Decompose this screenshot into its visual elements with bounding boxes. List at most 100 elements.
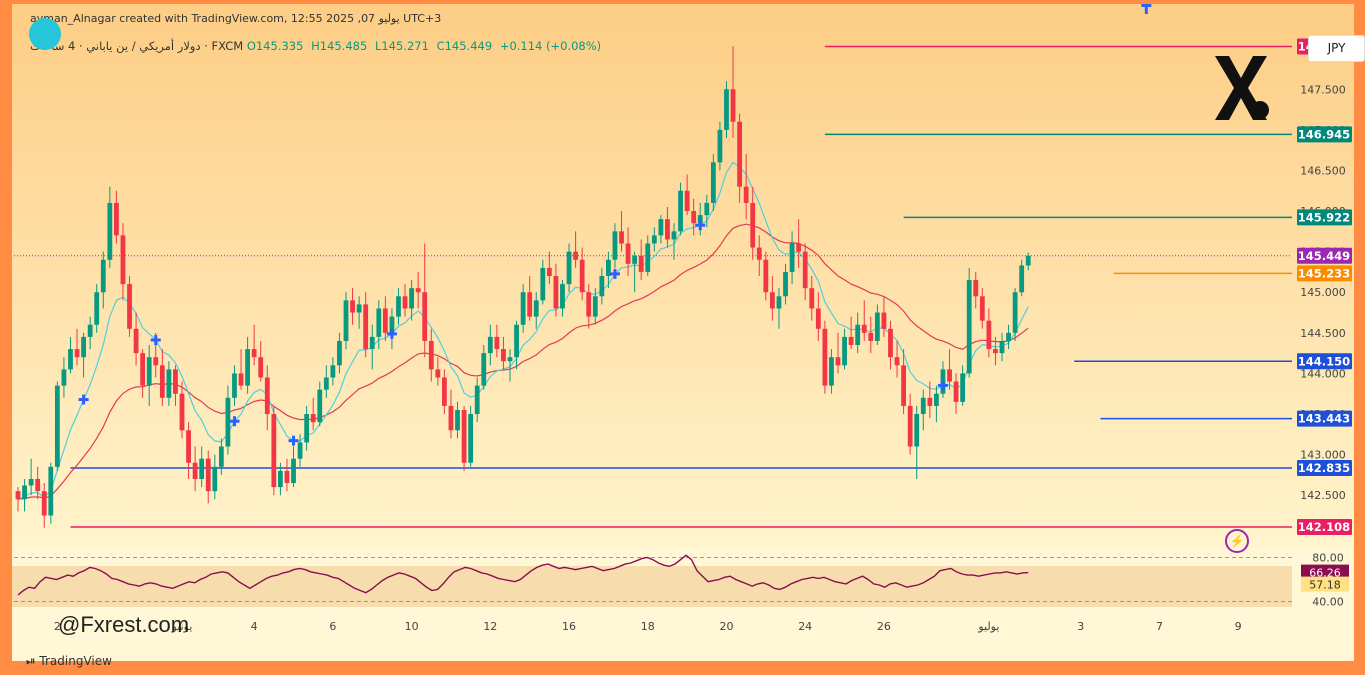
candle xyxy=(704,194,710,228)
price-level-label: 142.108 xyxy=(1298,520,1350,534)
candle-body xyxy=(842,336,847,366)
candle-body xyxy=(743,186,749,203)
candle-body xyxy=(330,365,336,378)
candle-body xyxy=(127,284,132,329)
candle-body xyxy=(238,373,244,386)
candle-body xyxy=(376,308,382,337)
candle xyxy=(140,349,146,398)
candle xyxy=(396,288,401,325)
x-tick-label: 10 xyxy=(405,620,419,633)
candle xyxy=(579,247,585,301)
candle-body xyxy=(540,267,546,301)
candle xyxy=(1025,252,1031,271)
last-price-label: 145.449 xyxy=(1298,249,1350,263)
symbol-label[interactable]: دولار أمريكي / ين ياباني · 4 ساعات · FXC… xyxy=(30,39,244,53)
candle-body xyxy=(199,458,205,479)
candle xyxy=(1019,259,1025,297)
candle-body xyxy=(474,385,480,415)
candle xyxy=(28,458,34,496)
candle-body xyxy=(934,393,939,406)
x-tick-label: 12 xyxy=(483,620,497,633)
candle-body xyxy=(455,409,460,431)
candle xyxy=(815,292,821,341)
price-level-label: 142.835 xyxy=(1298,461,1350,475)
rsi-signal-badge xyxy=(1301,576,1349,592)
candle-body xyxy=(514,324,519,358)
candle-body xyxy=(573,251,578,260)
candle-body xyxy=(697,215,703,224)
candle-body xyxy=(815,308,821,329)
cross-marker-icon xyxy=(937,380,948,391)
candle-body xyxy=(212,466,218,492)
candle-body xyxy=(606,259,611,276)
candle xyxy=(173,365,178,406)
x-tick-label: 20 xyxy=(719,620,733,633)
candle xyxy=(61,357,67,398)
cross-marker-icon xyxy=(1141,4,1152,14)
candle xyxy=(422,243,428,358)
candle-body xyxy=(861,324,867,333)
candle xyxy=(527,276,533,321)
candle-body xyxy=(835,357,841,366)
candle-body xyxy=(501,349,506,362)
price-level-badge xyxy=(1297,265,1352,282)
candle-body xyxy=(520,292,526,325)
candle xyxy=(612,223,618,268)
candle xyxy=(638,239,644,281)
candle-body xyxy=(264,377,270,415)
candle xyxy=(599,267,605,305)
candle-body xyxy=(232,373,237,398)
candle-body xyxy=(100,259,106,293)
candle xyxy=(809,276,815,321)
candle-body xyxy=(225,397,231,447)
candle-body xyxy=(258,357,264,378)
candle xyxy=(914,405,920,479)
candle-body xyxy=(87,324,93,337)
candle xyxy=(684,174,690,216)
tradingview-brand: ⏯ TradingView xyxy=(26,654,112,669)
candle-body xyxy=(907,405,913,447)
candle xyxy=(363,292,369,358)
candle-body xyxy=(396,296,401,317)
candle-body xyxy=(1006,332,1011,341)
candle xyxy=(546,251,552,285)
ema-slow-line xyxy=(17,223,1029,500)
candle-body xyxy=(710,162,716,203)
candle xyxy=(520,284,526,333)
candle xyxy=(474,377,480,423)
cross-v xyxy=(1144,4,1148,14)
cross-marker-icon xyxy=(695,220,706,231)
candle xyxy=(737,113,742,203)
cross-v xyxy=(698,220,702,231)
candle-body xyxy=(435,369,441,378)
cross-marker-icon xyxy=(229,416,240,427)
currency-button[interactable]: JPY xyxy=(1308,35,1365,62)
price-level-badge xyxy=(1297,410,1352,427)
candle xyxy=(507,349,513,382)
candle-body xyxy=(750,202,756,248)
candle xyxy=(54,381,60,471)
candle xyxy=(651,227,657,252)
candle-body xyxy=(35,478,41,492)
candle-body xyxy=(848,336,854,346)
candle xyxy=(68,336,73,374)
candle xyxy=(107,186,113,268)
price-chart[interactable]: 142.500143.000143.500144.000144.500145.0… xyxy=(12,4,1354,661)
candle xyxy=(179,381,185,439)
candle-body xyxy=(717,129,723,163)
cross-v xyxy=(82,394,86,405)
candle xyxy=(553,263,559,317)
candle-body xyxy=(756,247,762,260)
lightning-icon[interactable]: ⚡ xyxy=(1225,529,1249,553)
candle xyxy=(691,198,697,236)
candle-body xyxy=(868,332,874,341)
candle xyxy=(218,438,224,475)
candle-body xyxy=(999,340,1005,354)
rsi-value-label: 66.26 xyxy=(1309,567,1341,580)
candle xyxy=(802,243,808,301)
candle xyxy=(81,332,86,378)
candle xyxy=(94,284,100,333)
candle-body xyxy=(481,353,487,386)
candle-body xyxy=(993,349,998,354)
candle xyxy=(114,190,119,244)
